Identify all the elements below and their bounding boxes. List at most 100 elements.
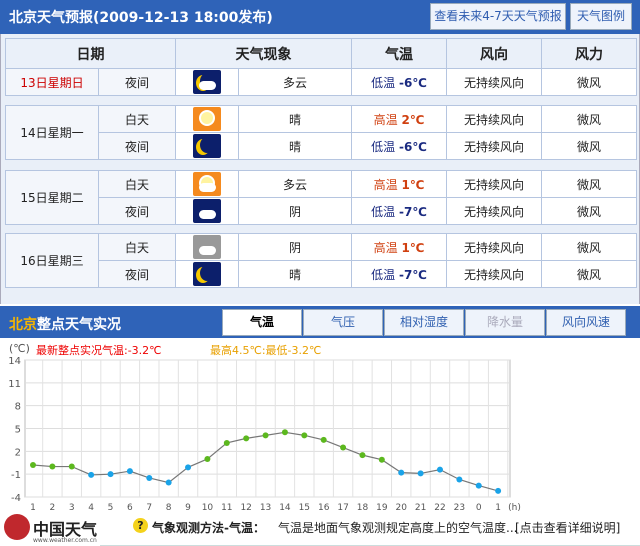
wind-dir-cell: 无持续风向 (446, 132, 542, 160)
forecast-day-3: 15日星期二 白天 多云 高温 1℃ 无持续风向 微风 夜间 阴 低温 -7℃ 无持… (5, 170, 637, 225)
x-tick-label: 4 (88, 503, 94, 513)
wind-force-cell: 微风 (541, 170, 637, 198)
y-tick-label: 2 (15, 447, 21, 458)
data-point (68, 463, 75, 470)
x-tick-label: 5 (108, 503, 114, 513)
wind-force-cell: 微风 (541, 260, 637, 288)
weather-desc: 晴 (238, 105, 352, 133)
date-cell: 15日星期二 (5, 170, 99, 225)
tab-wind[interactable]: 风向风速 (546, 309, 626, 336)
temp-cell: 低温 -6℃ (351, 68, 447, 96)
x-tick-label: 19 (376, 503, 388, 513)
col-weather: 天气现象 (175, 38, 352, 69)
hourly-title: 整点天气实况 (37, 317, 121, 333)
data-point (243, 435, 250, 442)
data-point (378, 456, 385, 463)
tab-pressure[interactable]: 气压 (303, 309, 383, 336)
data-point (30, 462, 36, 469)
tab-precipitation[interactable]: 降水量 (465, 309, 545, 336)
x-tick-label: 13 (260, 503, 271, 513)
logo-url: www.weather.com.cn (33, 537, 97, 544)
data-point (88, 471, 95, 478)
forecast-day-2: 14日星期一 白天 晴 高温 2℃ 无持续风向 微风 夜间 晴 低温 -6℃ 无持续… (5, 105, 637, 160)
data-point (495, 487, 502, 494)
x-tick-label: 14 (279, 503, 291, 513)
data-point (204, 455, 211, 462)
wind-dir-cell: 无持续风向 (446, 105, 542, 133)
wind-force-cell: 微风 (541, 105, 637, 133)
x-tick-label: 12 (240, 503, 251, 513)
hourly-city: 北京 (9, 317, 37, 333)
date-cell: 13日星期日 (5, 68, 99, 96)
future-forecast-button[interactable]: 查看未来4-7天天气预报 (430, 3, 566, 30)
x-tick-label: 15 (299, 503, 310, 513)
data-point (165, 479, 172, 486)
tab-humidity[interactable]: 相对湿度 (384, 309, 464, 336)
footer: 中国天气 www.weather.com.cn ? 气象观测方法-气温： 气温是… (0, 512, 640, 546)
x-tick-label: 9 (185, 503, 191, 513)
x-tick-label: 21 (415, 503, 426, 513)
data-point (359, 452, 366, 459)
data-point (301, 432, 308, 439)
help-icon: ? (133, 518, 148, 533)
temp-cell: 低温 -7℃ (351, 197, 447, 225)
wind-force-cell: 微风 (541, 68, 637, 96)
data-point (436, 466, 443, 473)
data-point (340, 444, 347, 451)
wind-force-cell: 微风 (541, 132, 637, 160)
table-header: 日期 天气现象 气温 风向 风力 (5, 38, 637, 69)
x-tick-label: 22 (434, 503, 445, 513)
detail-link[interactable]: [点击查看详细说明] (515, 521, 621, 535)
x-tick-label: 8 (166, 503, 172, 513)
moon-icon (193, 134, 221, 158)
y-tick-label: 14 (8, 356, 21, 367)
forecast-day-4: 16日星期三 白天 阴 高温 1℃ 无持续风向 微风 夜间 晴 低温 -7℃ 无持续… (5, 233, 637, 288)
data-point (320, 436, 327, 443)
data-point (185, 464, 192, 471)
table-row: 14日星期一 白天 晴 高温 2℃ 无持续风向 微风 (5, 105, 637, 160)
col-temp: 气温 (351, 38, 447, 69)
weather-desc: 阴 (238, 233, 352, 261)
data-point (281, 429, 288, 436)
weather-desc: 阴 (238, 197, 352, 225)
sun-icon (193, 107, 221, 131)
wind-dir-cell: 无持续风向 (446, 233, 542, 261)
x-tick-label: 23 (454, 503, 465, 513)
x-tick-label: 2 (50, 503, 56, 513)
max-min-temp: 最高4.5℃:最低-3.2℃ (210, 344, 322, 357)
method-label: 气象观测方法-气温： (152, 521, 265, 535)
tab-temperature[interactable]: 气温 (222, 309, 302, 336)
temp-cell: 高温 1℃ (351, 170, 447, 198)
wind-force-cell: 微风 (541, 197, 637, 225)
overcast-icon (193, 235, 221, 259)
data-point (126, 468, 133, 475)
moon-icon (193, 262, 221, 286)
x-tick-label: 3 (69, 503, 75, 513)
data-point (417, 470, 424, 477)
x-tick-label: 6 (127, 503, 133, 513)
y-tick-label: 11 (8, 379, 21, 390)
weather-desc: 晴 (238, 260, 352, 288)
logo-text: 中国天气 (33, 520, 98, 539)
x-tick-label: 7 (146, 503, 152, 513)
x-tick-label: 0 (476, 503, 482, 513)
temp-cell: 高温 1℃ (351, 233, 447, 261)
data-point (223, 439, 230, 446)
x-tick-label: 11 (221, 503, 232, 513)
y-tick-label: -4 (11, 493, 21, 504)
wind-dir-cell: 无持续风向 (446, 260, 542, 288)
forecast-title: 北京天气预报(2009-12-13 18:00发布) (9, 10, 273, 26)
method-text: 气温是地面气象观测规定高度上的空气温度... (278, 521, 518, 535)
wind-force-cell: 微风 (541, 233, 637, 261)
weather-logo-icon (4, 514, 30, 540)
data-point (475, 482, 482, 489)
forecast-day-1: 日期 天气现象 气温 风向 风力 13日星期日 夜间 多云 低温 -6℃ 无持续风向 微风 (5, 38, 637, 96)
col-wind-dir: 风向 (446, 38, 542, 69)
x-unit: (h) (508, 503, 521, 513)
weather-legend-button[interactable]: 天气图例 (570, 3, 632, 30)
wind-dir-cell: 无持续风向 (446, 68, 542, 96)
data-point (262, 432, 269, 439)
table-row: 13日星期日 夜间 多云 低温 -6℃ 无持续风向 微风 (5, 68, 637, 96)
x-tick-label: 1 (30, 503, 36, 513)
